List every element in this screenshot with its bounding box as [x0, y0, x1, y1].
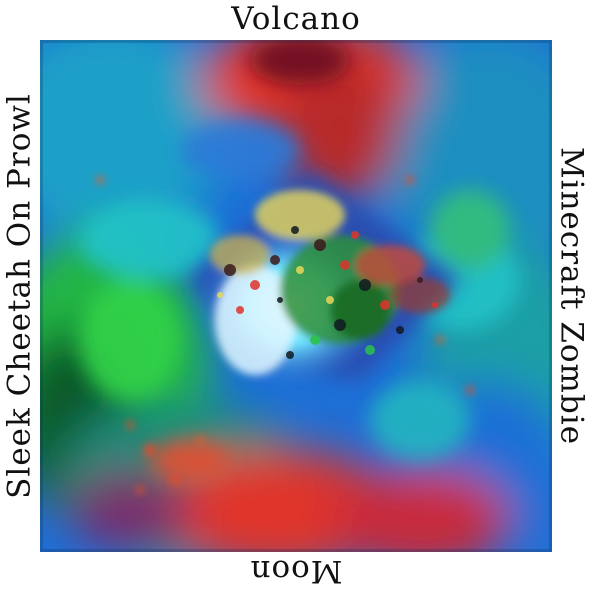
label-bottom: Moon: [249, 553, 343, 589]
label-top: Volcano: [231, 1, 361, 37]
label-left: Sleek Cheetah On Prowl: [1, 93, 38, 499]
psychedelic-volcano-image: [40, 40, 552, 552]
label-right: Minecraft Zombie: [553, 146, 590, 446]
volcano-painting-icon: [40, 40, 552, 552]
